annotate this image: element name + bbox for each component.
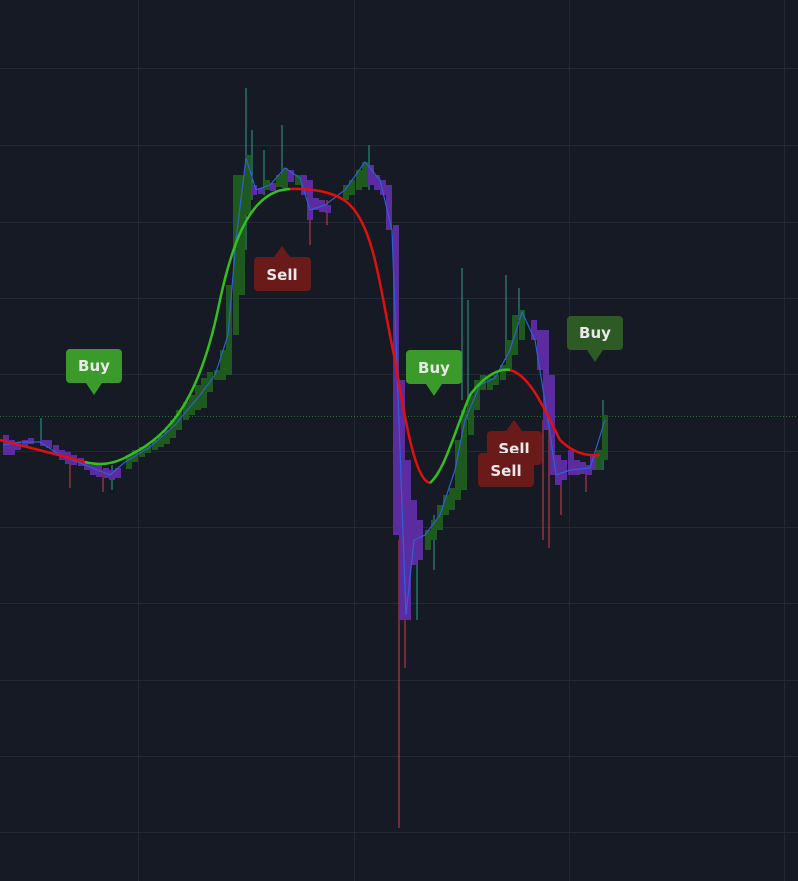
signal-box (567, 316, 623, 362)
signal-buy: Buy (567, 316, 623, 362)
signal-label: Sell (266, 266, 297, 284)
signal-box (478, 453, 534, 487)
signal-box (254, 246, 311, 291)
signal-box (406, 350, 462, 396)
signal-box (66, 349, 122, 395)
signal-buy: Buy (406, 350, 462, 396)
signal-buy: Buy (66, 349, 122, 395)
signal-label: Buy (418, 359, 450, 377)
close-line (2, 157, 606, 616)
signal-label: Buy (78, 357, 110, 375)
signal-label: Sell (490, 462, 521, 480)
trend-up (84, 187, 511, 484)
signal-label: Buy (579, 324, 611, 342)
signal-sell: Sell (254, 246, 311, 291)
signal-sell: Sell (478, 453, 534, 487)
trend-down (0, 187, 601, 485)
